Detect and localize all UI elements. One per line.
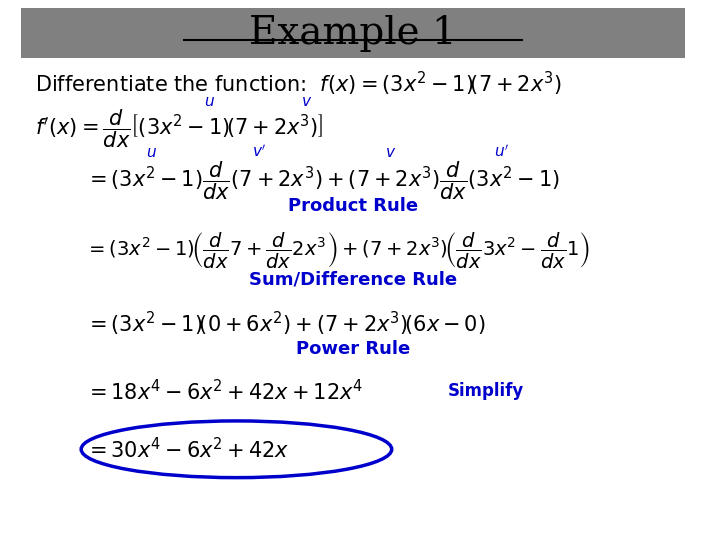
Text: Power Rule: Power Rule xyxy=(296,340,410,358)
Text: $v'$: $v'$ xyxy=(253,143,267,160)
Text: $u$: $u$ xyxy=(204,94,215,109)
FancyBboxPatch shape xyxy=(21,8,685,58)
Text: $f'(x) = \dfrac{d}{dx}\left[\left(3x^2-1\right)\!\left(7+2x^3\right)\right]$: $f'(x) = \dfrac{d}{dx}\left[\left(3x^2-1… xyxy=(35,107,324,150)
Text: Product Rule: Product Rule xyxy=(288,197,418,215)
Text: Differentiate the function:  $f(x) = \left(3x^2-1\right)\!\left(7+2x^3\right)$: Differentiate the function: $f(x) = \lef… xyxy=(35,70,562,98)
Text: $u'$: $u'$ xyxy=(493,143,509,160)
Text: $= 30x^4 - 6x^2 + 42x$: $= 30x^4 - 6x^2 + 42x$ xyxy=(85,437,289,462)
Text: $v$: $v$ xyxy=(302,94,312,109)
Text: Sum/Difference Rule: Sum/Difference Rule xyxy=(249,270,457,288)
Text: $= 18x^4 - 6x^2 + 42x + 12x^4$: $= 18x^4 - 6x^2 + 42x + 12x^4$ xyxy=(85,379,363,404)
Text: $= \left(3x^2-1\right)\dfrac{d}{dx}\left(7+2x^3\right)+\left(7+2x^3\right)\dfrac: $= \left(3x^2-1\right)\dfrac{d}{dx}\left… xyxy=(85,160,559,202)
Text: $u$: $u$ xyxy=(146,145,157,160)
Text: Simplify: Simplify xyxy=(448,382,524,401)
Text: $v$: $v$ xyxy=(384,145,396,160)
Text: $= \left(3x^2-1\right)\!\left(\dfrac{d}{dx}7+\dfrac{d}{dx}2x^3\right)+\left(7+2x: $= \left(3x^2-1\right)\!\left(\dfrac{d}{… xyxy=(85,231,590,271)
Text: $= \left(3x^2-1\right)\!\left(0+6x^2\right)+\left(7+2x^3\right)\!\left(6x-0\righ: $= \left(3x^2-1\right)\!\left(0+6x^2\rig… xyxy=(85,310,485,338)
Text: Example 1: Example 1 xyxy=(249,15,456,52)
